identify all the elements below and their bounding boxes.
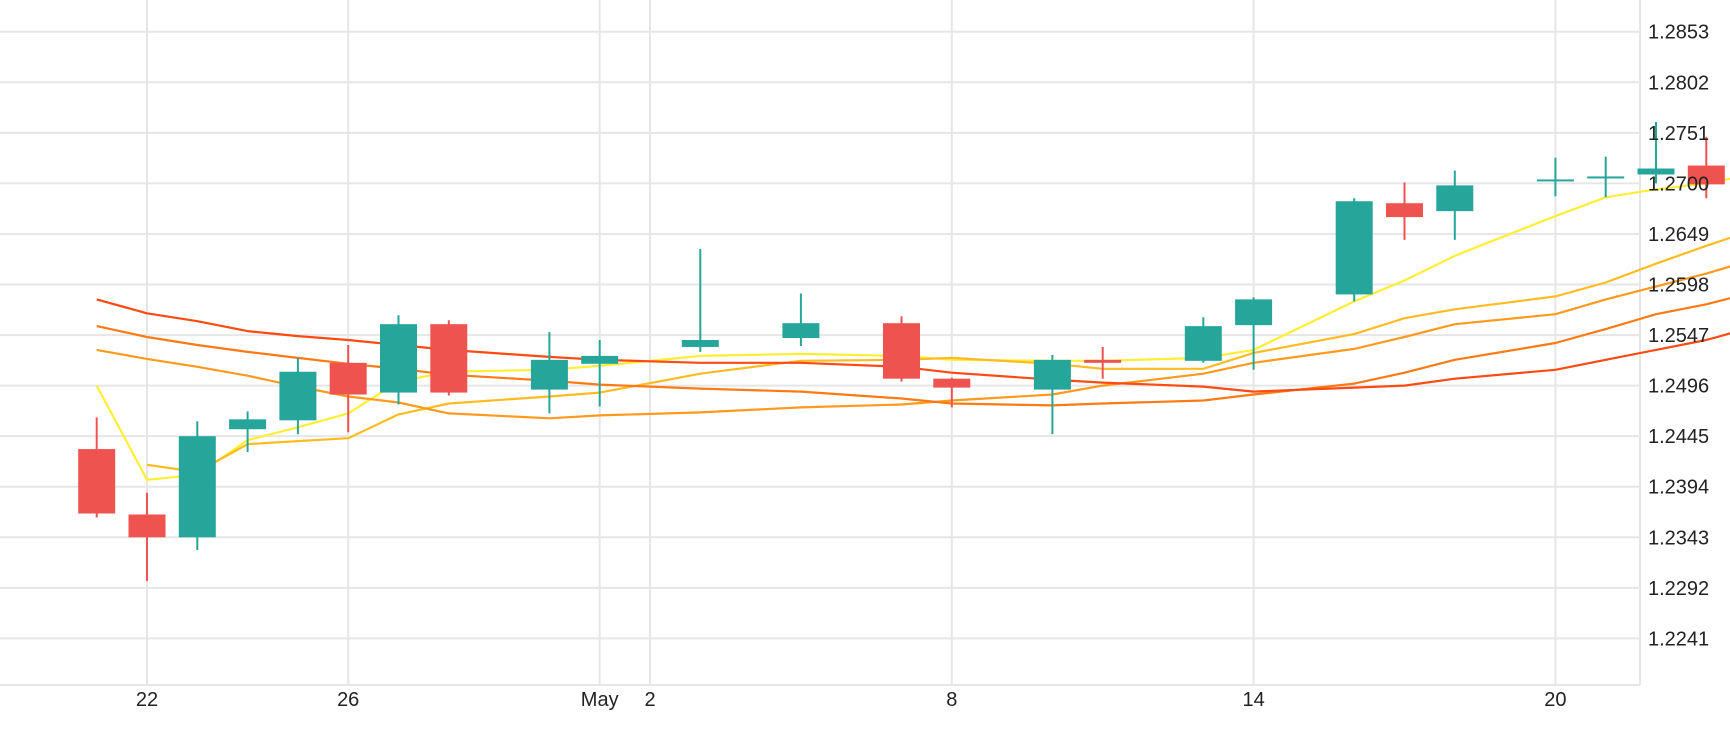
candle-body	[782, 323, 820, 339]
candle	[329, 344, 367, 433]
candle	[1184, 317, 1222, 363]
y-axis-tick-labels: 1.2241 1.2292 1.2343 1.2394 1.2445 1.2496 1.25…	[1648, 22, 1709, 651]
x-tick-label: May	[581, 689, 619, 711]
candle	[78, 417, 116, 518]
candle	[1637, 121, 1675, 184]
candle-body	[1335, 201, 1373, 295]
moving-average-lines	[95, 177, 1730, 481]
candle	[380, 315, 417, 405]
candle-body	[1084, 359, 1122, 363]
candle-body	[329, 362, 367, 395]
candle	[1587, 156, 1625, 198]
moving-average-line-1	[95, 177, 1730, 481]
y-tick-label: 1.2343	[1648, 527, 1709, 549]
candle-body	[1235, 299, 1273, 326]
candle-body	[229, 419, 267, 430]
candle	[128, 492, 166, 581]
candle-body	[933, 378, 971, 388]
y-tick-label: 1.2394	[1648, 477, 1709, 499]
candle	[1084, 346, 1122, 379]
candle-body	[681, 340, 719, 347]
candle-body	[380, 324, 417, 393]
candle	[530, 332, 568, 414]
candle-body	[430, 324, 468, 393]
candle	[1436, 170, 1474, 240]
axis-layer	[0, 0, 1641, 686]
y-tick-label: 1.2700	[1648, 173, 1709, 195]
moving-average-line-3	[96, 265, 1730, 420]
candle-body	[1687, 165, 1725, 185]
candle-body	[1033, 359, 1071, 390]
moving-average-line-4	[96, 297, 1730, 407]
moving-average-line-5	[96, 298, 1730, 393]
candle	[279, 357, 317, 435]
y-tick-label: 1.2445	[1648, 426, 1709, 448]
x-tick-label: 22	[136, 689, 158, 711]
x-tick-label: 2	[644, 689, 655, 711]
y-tick-label: 1.2292	[1648, 578, 1709, 600]
candle-body	[279, 371, 317, 421]
y-tick-label: 1.2496	[1648, 376, 1709, 398]
candle-body	[178, 436, 216, 538]
candle	[1235, 297, 1273, 370]
candle	[581, 340, 619, 407]
candle-body	[530, 359, 568, 390]
candle	[178, 421, 216, 551]
candle-body	[1184, 326, 1222, 361]
candle	[1386, 182, 1423, 240]
y-tick-label: 1.2853	[1648, 22, 1709, 44]
y-tick-label: 1.2649	[1648, 224, 1709, 246]
candles	[78, 121, 1725, 581]
y-tick-label: 1.2802	[1648, 72, 1709, 94]
moving-average-line-2	[146, 236, 1730, 473]
candle-body	[78, 449, 116, 514]
candle	[1687, 136, 1725, 199]
grid-layer	[0, 0, 1640, 685]
candle	[933, 377, 971, 408]
candle-body	[128, 514, 166, 538]
candle-body	[1536, 179, 1574, 182]
candle	[681, 248, 719, 352]
y-tick-label: 1.2241	[1648, 628, 1709, 650]
candle-body	[883, 323, 920, 379]
candle	[883, 316, 920, 382]
candle-body	[1386, 203, 1423, 218]
x-tick-label: 8	[946, 689, 957, 711]
candle	[1033, 354, 1071, 435]
x-tick-label: 14	[1242, 689, 1264, 711]
y-tick-label: 1.2751	[1648, 123, 1709, 145]
x-tick-label: 20	[1544, 689, 1566, 711]
candle-body	[581, 355, 619, 364]
candle	[229, 411, 267, 453]
candle-body	[1436, 185, 1474, 212]
candle	[1536, 157, 1574, 197]
y-tick-label: 1.2547	[1648, 325, 1709, 347]
candle-body	[1587, 176, 1625, 179]
candle	[782, 293, 820, 346]
candle-body	[1637, 168, 1675, 175]
x-tick-label: 26	[337, 689, 359, 711]
candle	[430, 320, 468, 396]
y-tick-label: 1.2598	[1648, 275, 1709, 297]
x-axis-tick-labels: 2226May2814202430	[136, 689, 1567, 711]
candle	[1335, 198, 1373, 302]
